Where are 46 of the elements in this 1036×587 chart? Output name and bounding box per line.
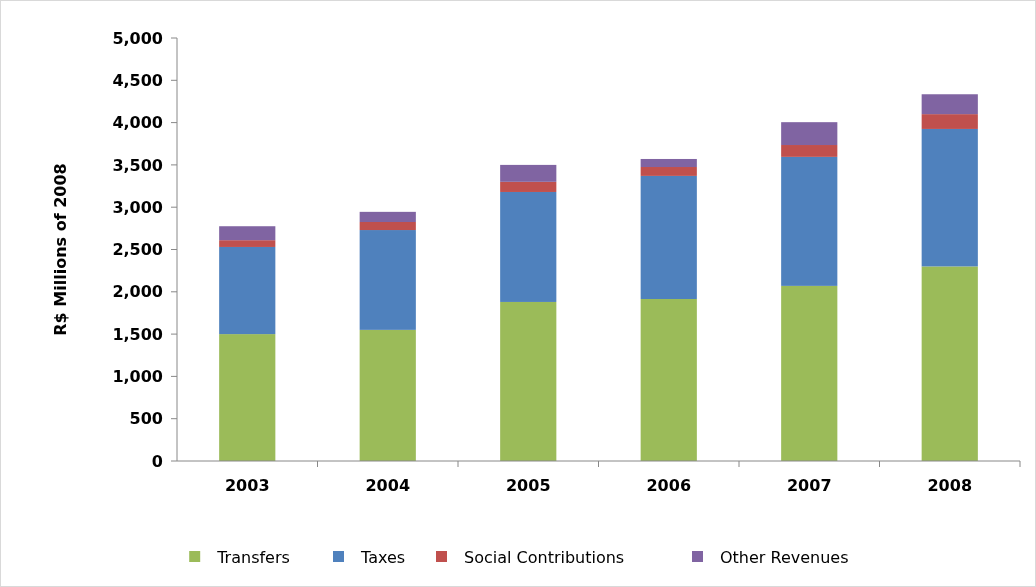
bar bbox=[219, 334, 276, 461]
legend-label: Transfers bbox=[216, 547, 290, 567]
bar bbox=[359, 211, 416, 223]
y-tick-label: 3,500 bbox=[112, 155, 163, 175]
bar bbox=[781, 156, 838, 286]
y-tick-label: 5,000 bbox=[112, 28, 163, 48]
bar bbox=[640, 175, 697, 299]
legend-label: Other Revenues bbox=[720, 547, 849, 567]
x-tick-label: 2005 bbox=[505, 476, 551, 495]
bar bbox=[781, 122, 838, 146]
bar bbox=[359, 329, 416, 461]
bar bbox=[219, 240, 276, 247]
bar bbox=[640, 158, 697, 168]
bar bbox=[921, 266, 978, 461]
x-tick-label: 2004 bbox=[365, 476, 411, 495]
bar bbox=[781, 285, 838, 461]
x-tick-label: 2006 bbox=[646, 476, 692, 495]
y-tick-label: 4,500 bbox=[112, 70, 163, 90]
bar bbox=[500, 301, 557, 461]
y-tick-label: 3,000 bbox=[112, 197, 163, 217]
x-tick-label: 2003 bbox=[224, 476, 270, 495]
bar bbox=[359, 230, 416, 330]
bar bbox=[640, 167, 697, 176]
bar bbox=[921, 114, 978, 129]
y-tick-label: 4,000 bbox=[112, 113, 163, 133]
x-tick-label: 2007 bbox=[786, 476, 832, 495]
y-tick-label: 500 bbox=[129, 409, 163, 429]
bar bbox=[500, 181, 557, 192]
bar bbox=[500, 191, 557, 302]
bar bbox=[359, 222, 416, 231]
y-tick-label: 2,000 bbox=[112, 282, 163, 302]
bar bbox=[640, 298, 697, 461]
bar bbox=[500, 164, 557, 182]
bar bbox=[219, 246, 276, 335]
y-tick-label: 1,000 bbox=[112, 367, 163, 386]
legend-label: Taxes bbox=[360, 547, 406, 567]
bar bbox=[921, 128, 978, 267]
legend-label: Social Contributions bbox=[464, 547, 625, 567]
x-tick-label: 2008 bbox=[927, 476, 973, 495]
y-tick-label: 0 bbox=[151, 451, 163, 471]
y-axis-title: R$ Millions of 2008 bbox=[51, 163, 70, 336]
bar bbox=[781, 145, 838, 157]
y-tick-label: 1,500 bbox=[112, 324, 163, 344]
bar bbox=[219, 226, 276, 241]
bar bbox=[921, 94, 978, 115]
y-tick-label: 2,500 bbox=[112, 240, 163, 260]
